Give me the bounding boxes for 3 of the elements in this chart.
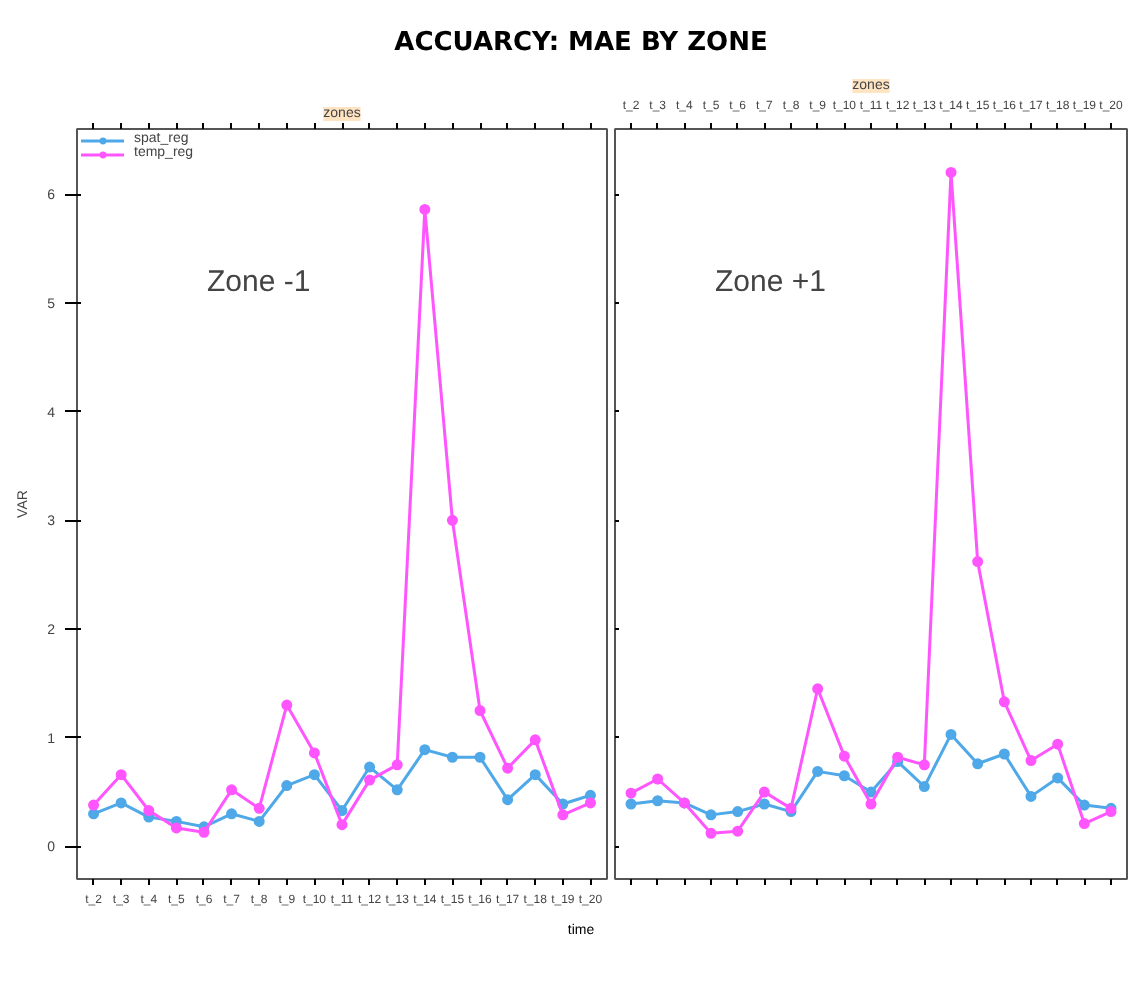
annotation: Zone -1: [207, 265, 311, 299]
chart-title: ACCUARCY: MAE BY ZONE: [394, 26, 768, 62]
annotation: Zone +1: [715, 265, 826, 299]
